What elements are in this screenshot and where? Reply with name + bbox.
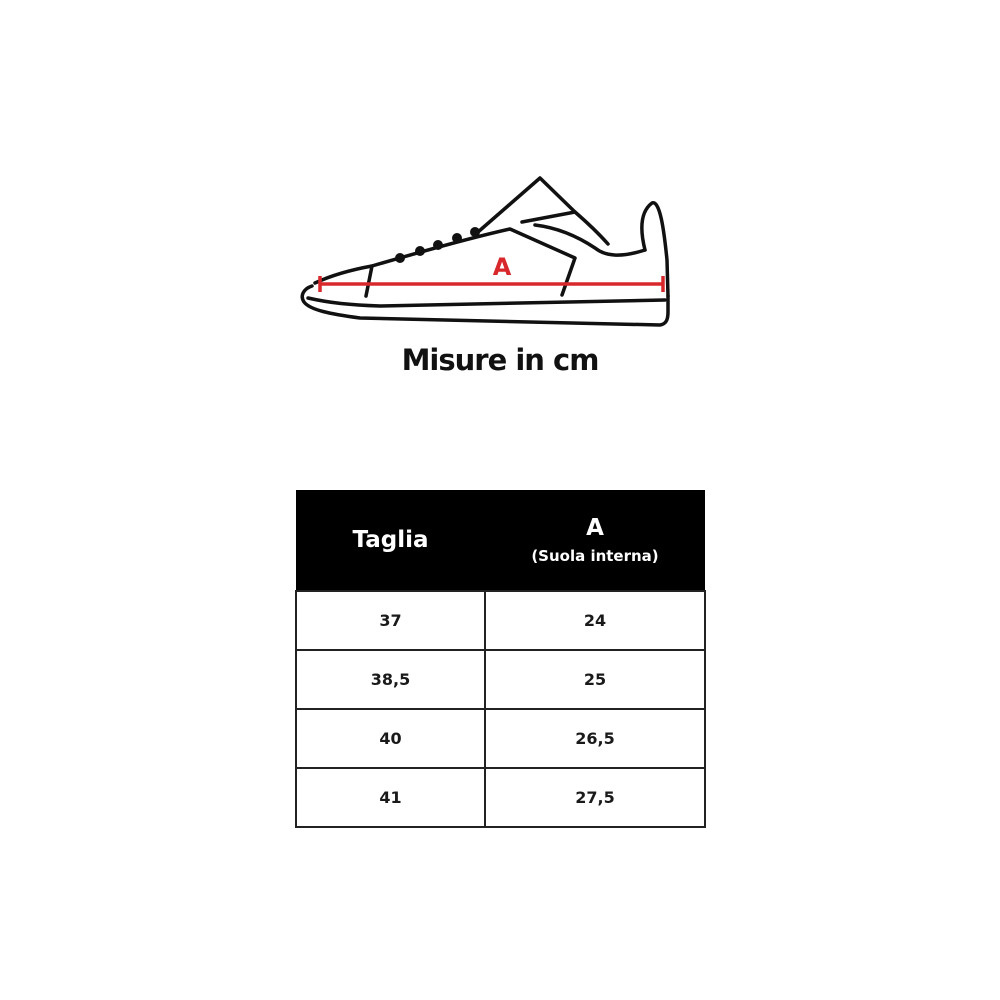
sneaker-icon: A <box>300 176 670 327</box>
measure-label: A <box>493 253 512 281</box>
table-row: 40 26,5 <box>295 708 706 769</box>
length-cell: 25 <box>484 649 706 710</box>
header-measure-sublabel: (Suola interna) <box>531 547 659 565</box>
size-cell: 37 <box>295 590 486 651</box>
size-cell: 41 <box>295 767 486 828</box>
size-cell: 38,5 <box>295 649 486 710</box>
table-row: 37 24 <box>295 590 706 651</box>
table-header-row: Taglia A (Suola interna) <box>296 490 705 591</box>
header-measure: A (Suola interna) <box>485 490 705 591</box>
length-cell: 26,5 <box>484 708 706 769</box>
length-cell: 24 <box>484 590 706 651</box>
table-row: 41 27,5 <box>295 767 706 828</box>
header-measure-label: A <box>586 515 604 541</box>
size-cell: 40 <box>295 708 486 769</box>
size-table: Taglia A (Suola interna) 37 24 38,5 25 40 2… <box>295 490 706 828</box>
table-row: 38,5 25 <box>295 649 706 710</box>
header-size: Taglia <box>296 490 485 591</box>
page-title: Misure in cm <box>401 343 600 377</box>
length-cell: 27,5 <box>484 767 706 828</box>
